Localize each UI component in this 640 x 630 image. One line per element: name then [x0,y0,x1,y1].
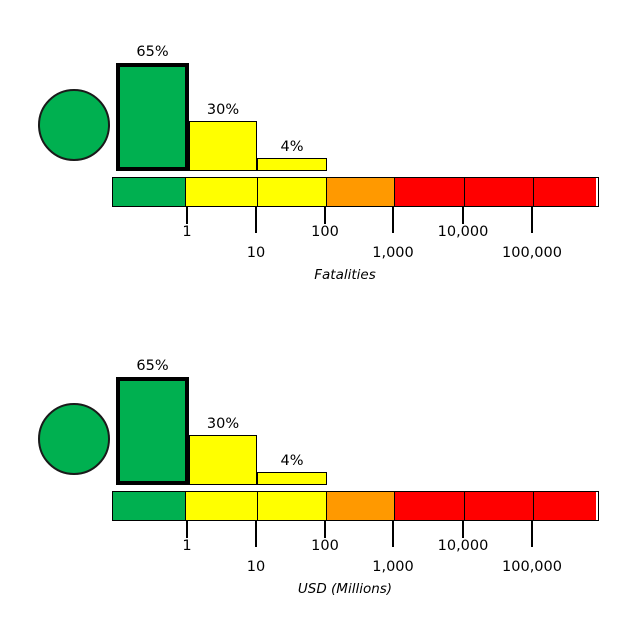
risk-indicator-circle [38,89,110,161]
distribution-bar-1 [116,63,189,171]
scale-segment-red-3 [533,178,596,206]
risk-scale-bar [112,491,599,521]
scale-segment-orange-1 [326,178,394,206]
scale-segment-red-2 [464,178,533,206]
scale-segment-orange-1 [326,492,394,520]
distribution-bar-2 [189,435,257,485]
axis-tick-label-100: 100 [311,538,339,554]
axis-tick-10 [255,207,257,233]
axis-tick-label-10: 10 [246,245,266,261]
scale-segment-yellow-2 [257,178,326,206]
chart-panel-usd-millions: 65% 30% 4% 1 10 100 1,000 10,000 100,000… [0,314,640,629]
axis-tick-label-10000: 10,000 [437,538,489,554]
scale-segment-yellow-1 [185,492,257,520]
scale-segment-green-1 [113,178,185,206]
axis-tick-100 [324,521,326,538]
axis-tick-label-10000: 10,000 [437,224,489,240]
axis-tick-100000 [531,207,533,233]
axis-tick-1000 [392,207,394,233]
axis-title-fatalities: Fatalities [314,267,376,283]
scale-segment-red-2 [464,492,533,520]
axis-title-usd-millions: USD (Millions) [297,581,393,597]
bar-value-label-3: 4% [280,453,304,469]
risk-scale-bar [112,177,599,207]
axis-tick-1 [186,207,188,224]
bar-value-label-1: 65% [136,358,169,374]
risk-indicator-circle [38,403,110,475]
scale-segment-red-1 [394,492,464,520]
axis-tick-10 [255,521,257,547]
distribution-bar-3 [257,158,327,171]
distribution-bar-2 [189,121,257,171]
scale-segment-yellow-1 [185,178,257,206]
scale-segment-red-3 [533,492,596,520]
axis-tick-100000 [531,521,533,547]
axis-tick-label-1: 1 [182,538,192,554]
scale-segment-yellow-2 [257,492,326,520]
bar-value-label-1: 65% [136,44,169,60]
scale-segment-green-1 [113,492,185,520]
distribution-bar-3 [257,472,327,485]
axis-tick-10000 [462,207,464,224]
bar-value-label-2: 30% [206,102,240,118]
axis-tick-100 [324,207,326,224]
bar-value-label-3: 4% [280,139,304,155]
bar-value-label-2: 30% [206,416,240,432]
axis-tick-label-1000: 1,000 [372,245,414,261]
axis-tick-label-100000: 100,000 [502,245,562,261]
distribution-bar-1 [116,377,189,485]
chart-panel-fatalities: 65% 30% 4% 1 10 100 1,000 10,000 100,000… [38,44,599,283]
axis-tick-1000 [392,521,394,547]
axis-tick-label-100000: 100,000 [502,559,562,575]
axis-tick-label-1000: 1,000 [372,559,414,575]
axis-tick-10000 [462,521,464,538]
scale-segment-red-1 [394,178,464,206]
axis-tick-label-100: 100 [311,224,339,240]
axis-tick-1 [186,521,188,538]
axis-tick-label-10: 10 [246,559,266,575]
axis-tick-label-1: 1 [182,224,192,240]
